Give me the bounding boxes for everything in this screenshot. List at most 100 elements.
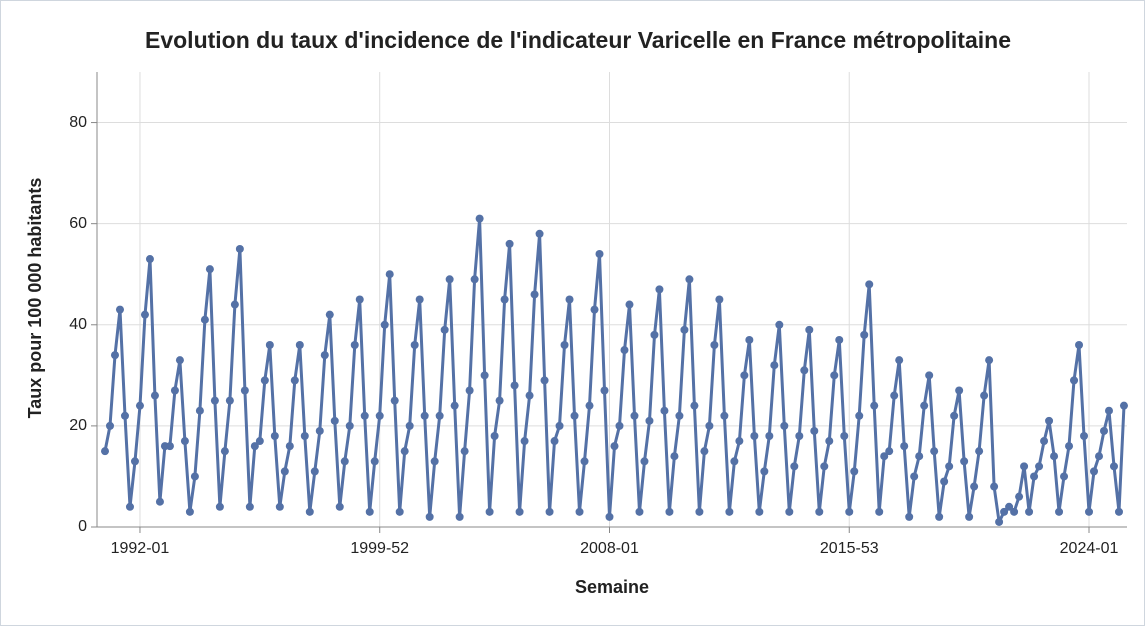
point bbox=[270, 432, 279, 440]
point bbox=[585, 401, 594, 410]
point bbox=[215, 502, 224, 511]
point bbox=[820, 462, 829, 471]
point bbox=[1045, 416, 1054, 425]
point bbox=[460, 447, 469, 456]
point bbox=[290, 376, 299, 385]
point bbox=[645, 416, 654, 425]
point bbox=[240, 386, 249, 395]
y-axis-label: Taux pour 100 000 habitants bbox=[25, 178, 45, 419]
point bbox=[610, 442, 619, 451]
point bbox=[855, 411, 864, 420]
point bbox=[375, 411, 384, 420]
x-axis-label: Semaine bbox=[575, 577, 649, 597]
point bbox=[1070, 376, 1079, 385]
point bbox=[350, 341, 359, 349]
point bbox=[800, 366, 809, 375]
point bbox=[560, 341, 569, 349]
point bbox=[145, 255, 154, 264]
x-tick-label: 2015-53 bbox=[820, 540, 879, 557]
point bbox=[805, 325, 814, 334]
point bbox=[190, 472, 199, 481]
point bbox=[770, 361, 779, 370]
point bbox=[1020, 462, 1029, 471]
point bbox=[790, 462, 799, 471]
point bbox=[185, 507, 194, 516]
point bbox=[101, 447, 109, 456]
point bbox=[845, 507, 854, 516]
point bbox=[325, 310, 334, 319]
point bbox=[1085, 507, 1094, 516]
point bbox=[955, 386, 964, 395]
point bbox=[810, 426, 819, 435]
point bbox=[640, 457, 649, 466]
point bbox=[130, 457, 139, 466]
point bbox=[615, 421, 624, 430]
point bbox=[690, 401, 699, 410]
point bbox=[315, 426, 324, 435]
point bbox=[580, 457, 589, 466]
point bbox=[985, 356, 994, 365]
point bbox=[755, 507, 764, 516]
point bbox=[710, 341, 719, 349]
point bbox=[680, 325, 689, 334]
point bbox=[1080, 432, 1089, 440]
point bbox=[780, 421, 789, 430]
point bbox=[480, 371, 489, 380]
point bbox=[565, 295, 574, 304]
point bbox=[765, 432, 774, 440]
point bbox=[295, 341, 304, 349]
point bbox=[575, 507, 584, 516]
point bbox=[205, 265, 214, 274]
point bbox=[1109, 462, 1118, 471]
point bbox=[1050, 452, 1059, 461]
point bbox=[630, 411, 639, 420]
point bbox=[960, 457, 969, 466]
point bbox=[595, 250, 604, 258]
point bbox=[995, 517, 1004, 526]
point bbox=[470, 275, 479, 284]
point bbox=[550, 437, 559, 446]
point bbox=[330, 416, 339, 425]
point bbox=[775, 320, 784, 329]
point bbox=[335, 502, 344, 511]
point bbox=[685, 275, 694, 284]
point bbox=[950, 411, 959, 420]
point bbox=[1040, 437, 1049, 446]
point bbox=[880, 452, 889, 461]
point bbox=[515, 507, 524, 516]
point bbox=[150, 391, 159, 400]
point bbox=[895, 356, 904, 365]
point bbox=[465, 386, 474, 395]
point bbox=[970, 482, 979, 491]
point bbox=[1055, 507, 1064, 516]
point bbox=[890, 391, 899, 400]
point bbox=[1119, 401, 1128, 410]
point bbox=[865, 280, 874, 289]
point bbox=[975, 447, 984, 456]
point bbox=[740, 371, 749, 380]
point bbox=[155, 497, 164, 506]
point bbox=[445, 275, 454, 284]
point bbox=[620, 346, 629, 355]
point bbox=[255, 437, 264, 446]
point bbox=[875, 507, 884, 516]
point bbox=[965, 512, 974, 521]
point bbox=[525, 391, 534, 400]
point bbox=[1100, 426, 1108, 435]
point bbox=[555, 421, 564, 430]
point bbox=[1015, 492, 1024, 501]
point bbox=[660, 406, 669, 415]
point bbox=[425, 512, 434, 521]
point bbox=[850, 467, 859, 476]
point bbox=[300, 432, 309, 440]
point bbox=[1025, 507, 1034, 516]
point bbox=[310, 467, 319, 476]
point bbox=[535, 229, 544, 238]
point bbox=[485, 507, 494, 516]
point bbox=[450, 401, 459, 410]
point bbox=[510, 381, 519, 390]
point bbox=[700, 447, 709, 456]
point bbox=[415, 295, 424, 304]
y-tick-label: 60 bbox=[69, 215, 87, 232]
